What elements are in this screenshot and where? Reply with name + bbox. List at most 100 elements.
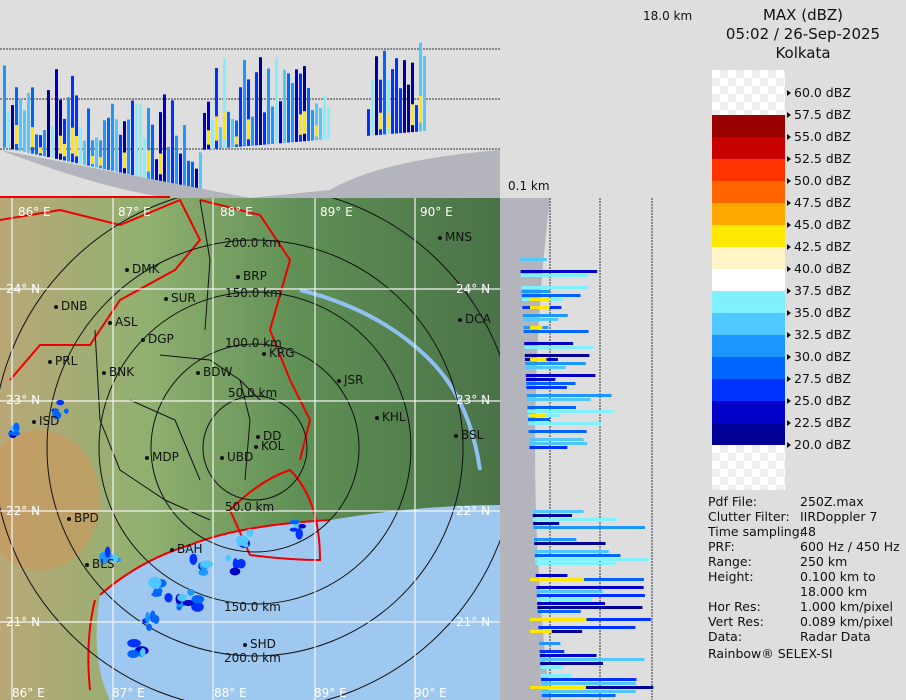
profile-core bbox=[530, 326, 543, 329]
profile-column bbox=[171, 100, 174, 184]
profile-column bbox=[323, 95, 326, 140]
legend-swatch bbox=[712, 269, 785, 291]
state-border bbox=[0, 198, 312, 461]
city-dot bbox=[164, 297, 168, 301]
vendor-footer: Rainbow® SELEX-SI bbox=[708, 646, 833, 661]
profile-row bbox=[525, 362, 586, 365]
profile-column bbox=[19, 98, 22, 152]
city-dot bbox=[262, 352, 266, 356]
profile-row bbox=[526, 382, 576, 385]
legend-label: 42.5 dBZ bbox=[787, 239, 851, 254]
city-label: DNB bbox=[61, 299, 88, 313]
profile-row bbox=[527, 410, 613, 413]
longitude-label: 87° E bbox=[118, 205, 151, 219]
profile-core bbox=[215, 116, 218, 141]
city-label: MNS bbox=[445, 230, 472, 244]
profile-column bbox=[75, 95, 78, 164]
city-dot bbox=[236, 275, 240, 279]
profile-row bbox=[533, 518, 618, 521]
info-key: Range: bbox=[708, 554, 752, 569]
echo-cell bbox=[187, 588, 195, 596]
echo-cell bbox=[289, 527, 298, 532]
city-dot bbox=[141, 338, 145, 342]
profile-column bbox=[411, 62, 414, 133]
earth-curvature-shade bbox=[0, 150, 500, 198]
profile-column bbox=[247, 79, 250, 147]
city-dot bbox=[102, 371, 106, 375]
profile-column bbox=[275, 57, 278, 144]
info-value: 1.000 km/pixel bbox=[800, 599, 893, 614]
legend-swatch bbox=[712, 181, 785, 203]
city-label: KOL bbox=[261, 439, 285, 453]
city-dot bbox=[48, 360, 52, 364]
profile-core bbox=[419, 95, 422, 123]
longitude-label: 89° E bbox=[314, 686, 347, 700]
profile-column bbox=[287, 73, 290, 143]
range-ring-label: 200.0 km bbox=[224, 651, 281, 665]
profile-row bbox=[529, 438, 584, 441]
profile-column bbox=[71, 75, 74, 163]
city-dot bbox=[337, 379, 341, 383]
profile-column bbox=[251, 116, 254, 146]
profile-row bbox=[537, 602, 605, 605]
profile-core bbox=[530, 358, 547, 361]
echo-cell bbox=[127, 650, 140, 659]
profile-row bbox=[523, 318, 559, 321]
product-name: MAX (dBZ) bbox=[762, 6, 844, 24]
profile-core bbox=[530, 630, 552, 633]
longitude-label: 87° E bbox=[112, 686, 145, 700]
legend-label: 22.5 dBZ bbox=[787, 415, 851, 430]
info-value: 250Z.max bbox=[800, 494, 864, 509]
latitude-label: 23° N bbox=[456, 393, 491, 407]
profile-row bbox=[534, 550, 609, 553]
profile-column bbox=[47, 90, 50, 158]
legend-swatch bbox=[712, 137, 785, 159]
profile-column bbox=[39, 135, 42, 156]
map-edge-marker bbox=[0, 196, 170, 198]
profile-column bbox=[367, 109, 370, 136]
profile-column bbox=[31, 87, 34, 154]
profile-row bbox=[539, 654, 597, 657]
profile-column bbox=[203, 112, 206, 150]
legend-swatch bbox=[712, 357, 785, 379]
profile-column bbox=[387, 80, 390, 135]
profile-core bbox=[91, 156, 94, 164]
info-value: Radar Data bbox=[800, 629, 871, 644]
profile-core bbox=[39, 147, 42, 154]
longitude-label: 90° E bbox=[414, 686, 447, 700]
profile-core bbox=[299, 114, 302, 135]
profile-column bbox=[267, 68, 270, 145]
profile-column bbox=[291, 82, 294, 143]
city-dot bbox=[256, 435, 260, 439]
profile-column bbox=[23, 110, 26, 152]
profile-column bbox=[159, 112, 162, 182]
legend-label: 32.5 dBZ bbox=[787, 327, 851, 342]
profile-column bbox=[223, 58, 226, 149]
legend-label: 27.5 dBZ bbox=[787, 371, 851, 386]
city-dot bbox=[125, 268, 129, 272]
profile-row bbox=[526, 394, 612, 397]
longitude-label: 88° E bbox=[220, 205, 253, 219]
city-dot bbox=[196, 371, 200, 375]
profile-row bbox=[527, 406, 577, 409]
profile-core bbox=[123, 152, 126, 169]
profile-core bbox=[15, 125, 18, 144]
city-label: BDW bbox=[203, 365, 233, 379]
profile-row bbox=[536, 590, 603, 593]
longitude-label: 86° E bbox=[12, 686, 45, 700]
profile-row bbox=[534, 542, 606, 545]
city-dot bbox=[220, 456, 224, 460]
echo-cell bbox=[236, 535, 249, 546]
profile-row bbox=[540, 674, 572, 677]
range-rings bbox=[0, 198, 500, 700]
city-label: BPD bbox=[74, 511, 99, 525]
profile-column bbox=[3, 65, 6, 148]
legend-label: 30.0 dBZ bbox=[787, 349, 851, 364]
profile-core bbox=[247, 119, 250, 140]
legend-label: 35.0 dBZ bbox=[787, 305, 851, 320]
longitude-label: 88° E bbox=[214, 686, 247, 700]
profile-row bbox=[541, 678, 637, 681]
info-value: 48 bbox=[800, 524, 816, 539]
profile-row bbox=[534, 554, 621, 557]
echo-cell bbox=[189, 553, 198, 565]
